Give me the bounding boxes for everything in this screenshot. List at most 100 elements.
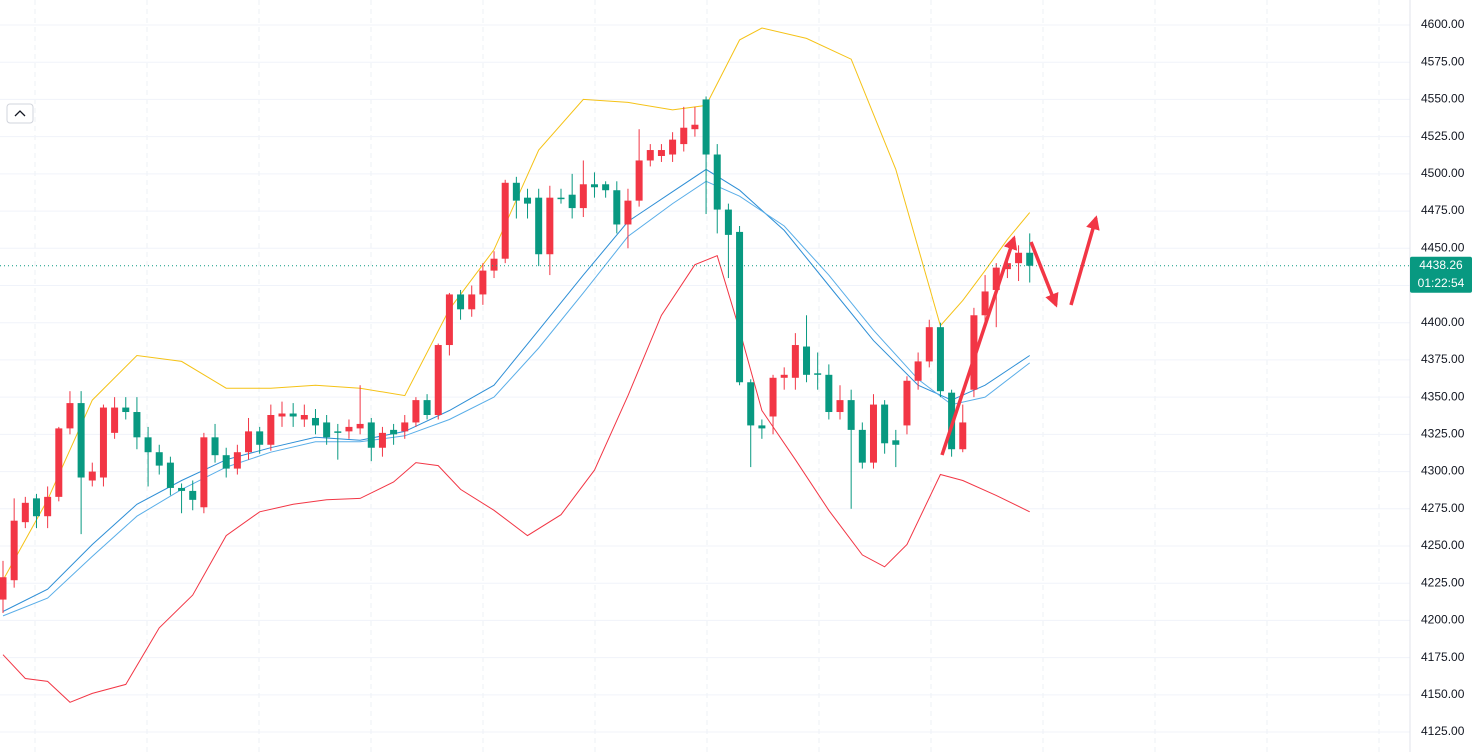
candle-body (680, 127, 688, 145)
candle-body (624, 200, 632, 225)
candle-body (858, 429, 866, 463)
candle-body (245, 431, 253, 453)
y-tick-label: 4450.00 (1421, 240, 1465, 254)
y-tick-label: 4200.00 (1421, 613, 1465, 627)
y-tick-label: 4150.00 (1421, 687, 1465, 701)
plot-area (0, 27, 1410, 703)
candle-body (267, 414, 275, 445)
y-tick-label: 4400.00 (1421, 315, 1465, 329)
candle-body (99, 407, 107, 478)
candle-body (524, 197, 532, 204)
candle-body (936, 327, 944, 392)
y-tick-label: 4375.00 (1421, 352, 1465, 366)
candle-body (457, 294, 465, 310)
candle-body (747, 382, 755, 426)
candle-body (289, 413, 297, 417)
candle-body (144, 437, 152, 453)
y-tick-label: 4600.00 (1421, 17, 1465, 31)
candle-body (334, 431, 342, 433)
candle-body (1026, 252, 1034, 266)
candle-body (390, 429, 398, 435)
candle-body (323, 422, 331, 438)
candle-body (959, 422, 967, 450)
candle-body (1003, 263, 1011, 270)
candle-body (423, 400, 431, 415)
candle-body (590, 184, 598, 188)
y-tick-label: 4575.00 (1421, 54, 1465, 68)
candle-body (512, 182, 520, 201)
candle-body (401, 422, 409, 432)
candle-body (200, 437, 208, 508)
candle-body (602, 184, 610, 191)
candle-body (1015, 252, 1023, 264)
y-tick-label: 4300.00 (1421, 464, 1465, 478)
candle-body (579, 184, 587, 209)
candle-body (892, 440, 900, 445)
candle-body (278, 413, 286, 417)
candle-body (646, 150, 654, 161)
candle-body (0, 577, 7, 600)
indicator-line (2, 27, 1031, 581)
candle-body (44, 496, 52, 517)
price-tag (1410, 256, 1472, 293)
chevron-icon[interactable] (14, 110, 26, 117)
candle-body (814, 373, 822, 375)
candle-body (791, 345, 799, 378)
candle-body (166, 462, 174, 488)
candle-body (412, 400, 420, 423)
candle-body (434, 345, 442, 415)
collapse-button[interactable] (6, 103, 34, 124)
y-tick-label: 4325.00 (1421, 427, 1465, 441)
y-tick-label: 4275.00 (1421, 501, 1465, 515)
candle-body (713, 154, 721, 210)
candle-body (847, 400, 855, 430)
y-tick-label: 4475.00 (1421, 203, 1465, 217)
candle-body (256, 431, 264, 445)
candle-body (881, 404, 889, 444)
y-tick-label: 4225.00 (1421, 575, 1465, 589)
candle-body (32, 498, 40, 517)
candle-body (133, 412, 141, 438)
y-tick-label: 4250.00 (1421, 538, 1465, 552)
candle-body (992, 267, 1000, 290)
candle-body (669, 139, 677, 155)
y-tick-label: 4125.00 (1421, 724, 1465, 738)
arrow (940, 235, 1018, 456)
candle-body (122, 407, 130, 413)
countdown-label: 01:22:54 (1418, 276, 1465, 290)
candle-body (970, 315, 978, 390)
price-tag-label: 4438.26 (1419, 258, 1463, 272)
candle-body (724, 209, 732, 235)
button-frame[interactable] (6, 103, 34, 124)
candle-body (758, 425, 766, 429)
candle-body (233, 452, 241, 469)
candle-body (111, 407, 119, 433)
candle-body (468, 294, 476, 310)
candle-body (557, 197, 565, 200)
candle-body (345, 426, 353, 432)
candle-body (155, 452, 163, 466)
candle-body (311, 417, 319, 426)
candle-body (869, 404, 877, 463)
candle-body (55, 428, 63, 497)
y-tick-label: 4525.00 (1421, 129, 1465, 143)
candle-body (825, 374, 833, 413)
candle-body (780, 374, 788, 378)
candle-body (378, 432, 386, 448)
candle-body (189, 490, 197, 500)
arrow (1029, 241, 1059, 308)
candle-body (479, 270, 487, 295)
arrow (1069, 215, 1100, 306)
candle-body (501, 182, 509, 259)
candle-body (981, 291, 989, 316)
candle-body (178, 487, 186, 491)
candle-body (66, 403, 74, 429)
indicator-line (2, 168, 1030, 612)
candle-body (568, 194, 576, 209)
candle-body (356, 423, 364, 429)
indicator-line (2, 255, 1030, 703)
annotation-arrows (940, 215, 1100, 456)
candle-body (21, 502, 29, 523)
candle-body (657, 150, 665, 156)
